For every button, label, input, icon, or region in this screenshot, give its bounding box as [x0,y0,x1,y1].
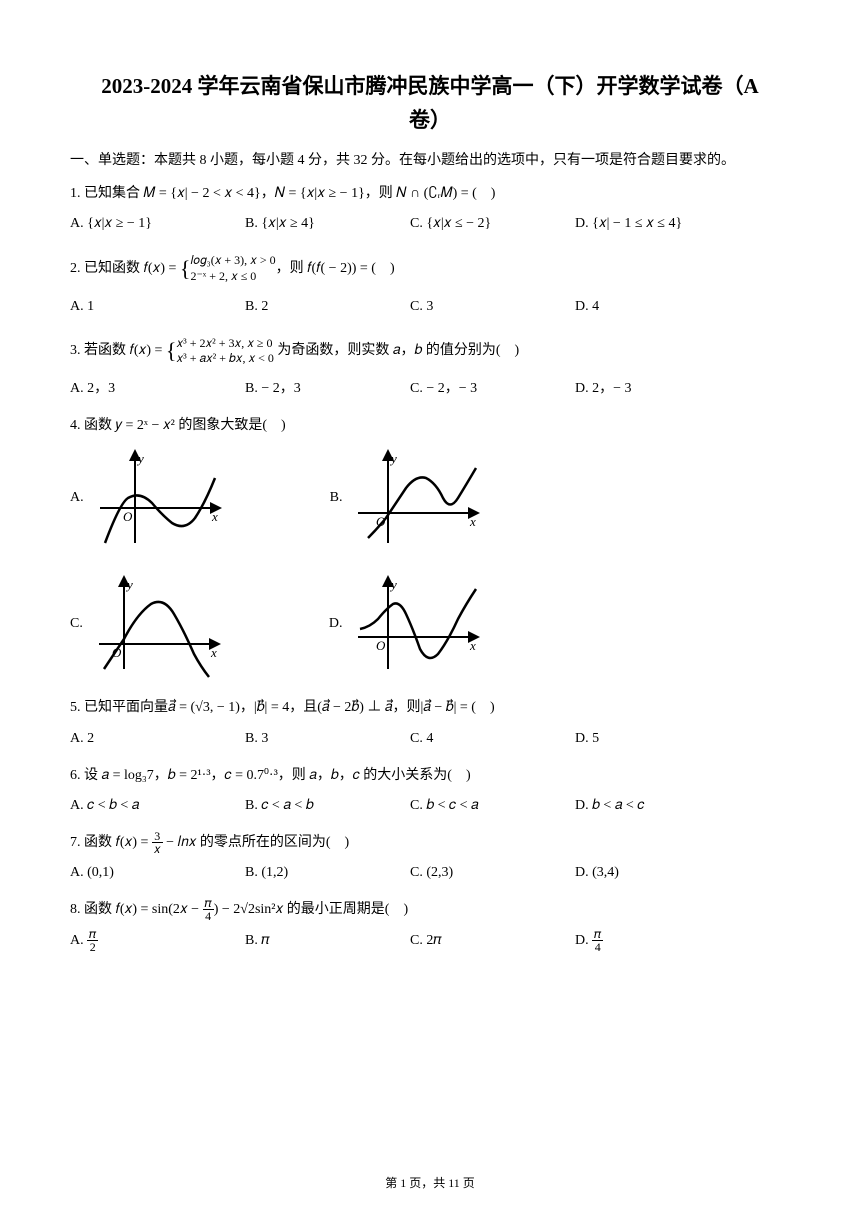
q2-option-a: A. 1 [70,294,245,321]
q5-option-b: B. 3 [245,726,410,753]
question-2: 2. 已知函数 𝑓(𝑥) = { 𝑙𝑜𝑔₃(𝑥 + 3), 𝑥 > 0 2⁻ˣ … [70,248,790,290]
svg-text:y: y [136,451,144,466]
svg-text:O: O [376,638,386,653]
svg-text:x: x [469,514,476,529]
q4-graph-a: y x O [90,443,230,553]
question-7: 7. 函数 𝑓(𝑥) = 3𝑥 − 𝑙𝑛𝑥 的零点所在的区间为( ) [70,830,790,857]
q7-option-c: C. (2,3) [410,860,575,887]
q7-option-b: B. (1,2) [245,860,410,887]
q4-graph-b: y x O [348,443,488,553]
q2-piece1: 𝑙𝑜𝑔₃(𝑥 + 3), 𝑥 > 0 [190,253,275,269]
q4-graph-d: y x O [348,569,488,679]
section-1-heading: 一、单选题：本题共 8 小题，每小题 4 分，共 32 分。在每小题给出的选项中… [70,148,790,173]
question-2-options: A. 1 B. 2 C. 3 D. 4 [70,294,790,321]
q1-option-a: A. {𝑥|𝑥 ≥ − 1} [70,211,245,238]
q1-option-d: D. {𝑥| − 1 ≤ 𝑥 ≤ 4} [575,211,790,238]
q7-option-a: A. (0,1) [70,860,245,887]
q6-option-d: D. 𝑏 < 𝑎 < 𝑐 [575,793,790,820]
q1-option-c: C. {𝑥|𝑥 ≤ − 2} [410,211,575,238]
q4-options-row1: A. y x O B. y x O [70,443,790,553]
q3-piece2: 𝑥³ + 𝑎𝑥² + 𝑏𝑥, 𝑥 < 0 [176,351,273,367]
q8-text-mid: ) − 2√2sin²𝑥 的最小正周期是( ) [214,902,408,917]
q5-option-d: D. 5 [575,726,790,753]
q3-text-post: 为奇函数，则实数 𝑎，𝑏 的值分别为( ) [274,343,519,358]
question-6: 6. 设 𝑎 = log₃7，𝑏 = 2¹·³，𝑐 = 0.7⁰·³，则 𝑎，𝑏… [70,763,790,790]
q6-option-c: C. 𝑏 < 𝑐 < 𝑎 [410,793,575,820]
exam-title-line2: 卷） [70,104,790,134]
q3-piece1: 𝑥³ + 2𝑥² + 3𝑥, 𝑥 ≥ 0 [176,336,273,352]
q1-option-b: B. {𝑥|𝑥 ≥ 4} [245,211,410,238]
question-1-options: A. {𝑥|𝑥 ≥ − 1} B. {𝑥|𝑥 ≥ 4} C. {𝑥|𝑥 ≤ − … [70,211,790,238]
q5-option-a: A. 2 [70,726,245,753]
q4-label-b: B. [330,490,343,506]
q7-text-pre: 7. 函数 𝑓(𝑥) = [70,835,152,850]
q8-option-b: B. 𝜋 [245,928,410,955]
q2-option-c: C. 3 [410,294,575,321]
q4-label-d: D. [329,616,343,632]
q3-option-d: D. 2，− 3 [575,376,790,403]
question-7-options: A. (0,1) B. (1,2) C. (2,3) D. (3,4) [70,860,790,887]
question-5-options: A. 2 B. 3 C. 4 D. 5 [70,726,790,753]
q2-text-pre: 2. 已知函数 𝑓(𝑥) = [70,261,180,276]
q8-option-c: C. 2𝜋 [410,928,575,955]
q4-label-a: A. [70,490,84,506]
svg-text:x: x [210,645,217,660]
question-8-options: A. 𝜋2 B. 𝜋 C. 2𝜋 D. 𝜋4 [70,928,790,955]
page-footer: 第 1 页，共 11 页 [0,1174,860,1191]
q6-option-b: B. 𝑐 < 𝑎 < 𝑏 [245,793,410,820]
q4-graph-c: y x O [89,569,229,679]
q3-option-a: A. 2，3 [70,376,245,403]
q3-option-b: B. − 2，3 [245,376,410,403]
q4-options-row2: C. y x O D. y x O [70,569,790,679]
question-8: 8. 函数 𝑓(𝑥) = sin(2𝑥 − 𝜋4) − 2√2sin²𝑥 的最小… [70,897,790,924]
q2-piece2: 2⁻ˣ + 2, 𝑥 ≤ 0 [190,269,275,285]
question-5: 5. 已知平面向量𝑎⃗ = (√3, − 1)，|𝑏⃗| = 4，且(𝑎⃗ − … [70,695,790,722]
q4-label-c: C. [70,616,83,632]
svg-text:O: O [123,509,133,524]
question-4: 4. 函数 𝑦 = 2ˣ − 𝑥² 的图象大致是( ) [70,413,790,440]
question-3-options: A. 2，3 B. − 2，3 C. − 2，− 3 D. 2，− 3 [70,376,790,403]
q2-text-post: ，则 𝑓(𝑓( − 2)) = ( ) [276,261,395,276]
q7-text-post: − 𝑙𝑛𝑥 的零点所在的区间为( ) [163,835,350,850]
q3-text-pre: 3. 若函数 𝑓(𝑥) = [70,343,166,358]
q8-option-d: D. 𝜋4 [575,928,790,955]
exam-title-line1: 2023-2024 学年云南省保山市腾冲民族中学高一（下）开学数学试卷（A [70,70,790,104]
question-6-options: A. 𝑐 < 𝑏 < 𝑎 B. 𝑐 < 𝑎 < 𝑏 C. 𝑏 < 𝑐 < 𝑎 D… [70,793,790,820]
q3-option-c: C. − 2，− 3 [410,376,575,403]
question-3: 3. 若函数 𝑓(𝑥) = { 𝑥³ + 2𝑥² + 3𝑥, 𝑥 ≥ 0 𝑥³ … [70,330,790,372]
svg-text:y: y [125,577,133,592]
q2-option-b: B. 2 [245,294,410,321]
svg-text:y: y [389,577,397,592]
q8-text-pre: 8. 函数 𝑓(𝑥) = sin(2𝑥 − [70,902,203,917]
question-1: 1. 已知集合 𝑀 = {𝑥| − 2 < 𝑥 < 4}，𝑁 = {𝑥|𝑥 ≥ … [70,181,790,208]
q8-option-a: A. 𝜋2 [70,928,245,955]
q7-option-d: D. (3,4) [575,860,790,887]
q5-option-c: C. 4 [410,726,575,753]
svg-text:x: x [469,638,476,653]
q6-option-a: A. 𝑐 < 𝑏 < 𝑎 [70,793,245,820]
q2-option-d: D. 4 [575,294,790,321]
svg-text:y: y [389,451,397,466]
svg-text:x: x [211,509,218,524]
